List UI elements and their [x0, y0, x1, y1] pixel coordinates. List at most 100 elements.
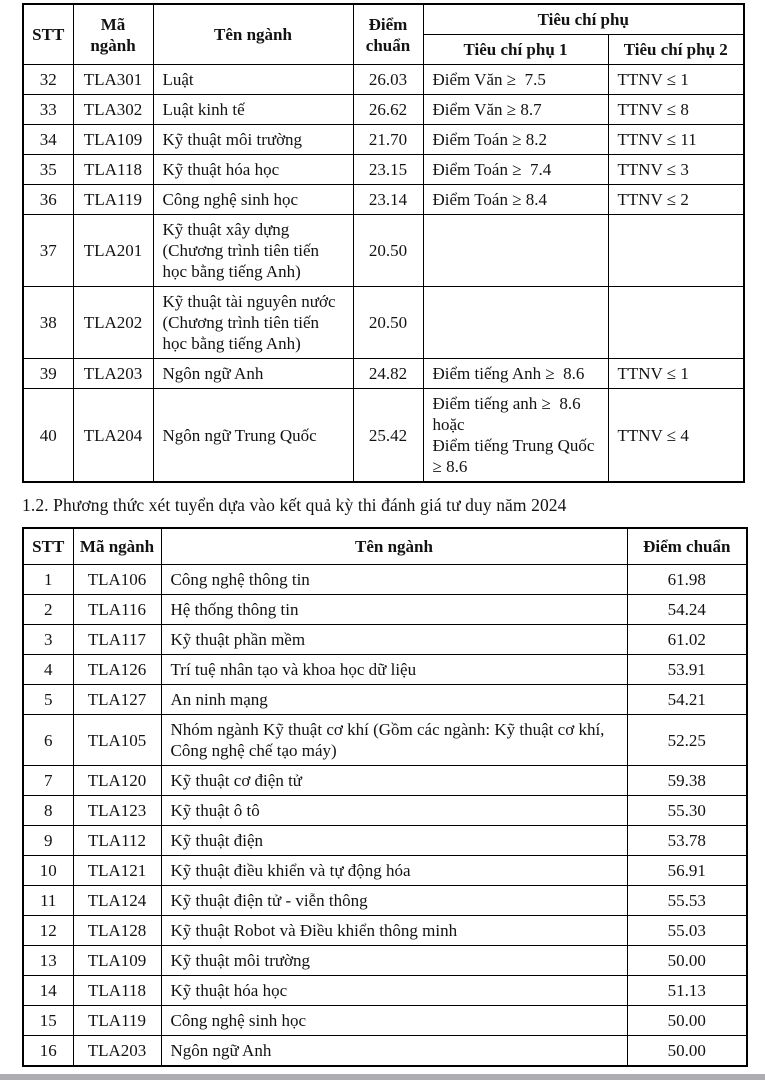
- cell-ma-nganh: TLA118: [72, 975, 162, 1006]
- cell-ma-nganh: TLA119: [72, 1005, 162, 1036]
- table-row: 1 TLA106 Công nghệ thông tin 61.98: [22, 564, 748, 595]
- cell-diem-chuan: 25.42: [352, 388, 424, 483]
- section-heading: 1.2. Phương thức xét tuyển dựa vào kết q…: [22, 495, 567, 515]
- cell-ma-nganh: TLA201: [72, 214, 154, 287]
- cell-diem-chuan: 26.62: [352, 94, 424, 125]
- table-row: 33 TLA302 Luật kinh tế 26.62 Điểm Văn ≥ 8.7 T…: [22, 94, 745, 125]
- cell-diem-chuan: 54.21: [626, 684, 748, 715]
- cell-tieu-chi-phu-2: TTNV ≤ 11: [607, 124, 745, 155]
- cell-tieu-chi-phu-2: TTNV ≤ 4: [607, 388, 745, 483]
- cell-stt: 39: [22, 358, 74, 389]
- cell-stt: 38: [22, 286, 74, 359]
- cell-ma-nganh: TLA106: [72, 564, 162, 595]
- cell-ten-nganh: Ngôn ngữ Anh: [160, 1035, 628, 1067]
- cell-ma-nganh: TLA202: [72, 286, 154, 359]
- table2-body: 1 TLA106 Công nghệ thông tin 61.98 2 TLA116 Hệ…: [22, 564, 748, 1067]
- col-header-tieu-chi-phu: Tiêu chí phụ: [422, 3, 745, 35]
- table-row: 3 TLA117 Kỹ thuật phần mềm 61.02: [22, 624, 748, 655]
- cell-tieu-chi-phu-2: TTNV ≤ 1: [607, 64, 745, 95]
- cell-tieu-chi-phu-1: Điểm Văn ≥ 7.5: [422, 64, 609, 95]
- cell-diem-chuan: 53.91: [626, 654, 748, 685]
- cell-ma-nganh: TLA109: [72, 124, 154, 155]
- cell-ten-nganh: Kỹ thuật điều khiển và tự động hóa: [160, 855, 628, 886]
- cell-stt: 37: [22, 214, 74, 287]
- cell-stt: 2: [22, 594, 74, 625]
- cell-ten-nganh: Kỹ thuật hóa học: [152, 154, 354, 185]
- table-row: 39 TLA203 Ngôn ngữ Anh 24.82 Điểm tiếng Anh …: [22, 358, 745, 389]
- cell-stt: 11: [22, 885, 74, 916]
- cell-stt: 8: [22, 795, 74, 826]
- cell-diem-chuan: 55.03: [626, 915, 748, 946]
- cell-ten-nganh: Kỹ thuật cơ điện tử: [160, 765, 628, 796]
- cell-ten-nganh: An ninh mạng: [160, 684, 628, 715]
- page-edge-bar: [0, 1074, 765, 1080]
- cell-diem-chuan: 51.13: [626, 975, 748, 1006]
- table-row: 5 TLA127 An ninh mạng 54.21: [22, 684, 748, 715]
- col-header-ma-nganh: Mã ngành: [72, 527, 162, 565]
- cell-diem-chuan: 20.50: [352, 286, 424, 359]
- cell-diem-chuan: 50.00: [626, 1035, 748, 1067]
- cell-ma-nganh: TLA302: [72, 94, 154, 125]
- table-row: 7 TLA120 Kỹ thuật cơ điện tử 59.38: [22, 765, 748, 796]
- table-row: 15 TLA119 Công nghệ sinh học 50.00: [22, 1005, 748, 1036]
- cell-stt: 36: [22, 184, 74, 215]
- cell-ten-nganh: Công nghệ thông tin: [160, 564, 628, 595]
- cell-ten-nganh: Công nghệ sinh học: [160, 1005, 628, 1036]
- admission-table-tu-duy: STT Mã ngành Tên ngành Điểm chuẩn 1 TLA10…: [22, 527, 748, 1067]
- col-header-stt: STT: [22, 3, 74, 65]
- cell-tieu-chi-phu-2: [607, 286, 745, 359]
- col-header-ma-nganh: Mã ngành: [72, 3, 154, 65]
- table-row: 8 TLA123 Kỹ thuật ô tô 55.30: [22, 795, 748, 826]
- cell-stt: 4: [22, 654, 74, 685]
- cell-ma-nganh: TLA127: [72, 684, 162, 715]
- cell-diem-chuan: 52.25: [626, 714, 748, 766]
- cell-diem-chuan: 53.78: [626, 825, 748, 856]
- cell-tieu-chi-phu-2: [607, 214, 745, 287]
- cell-stt: 9: [22, 825, 74, 856]
- cell-ten-nganh: Công nghệ sinh học: [152, 184, 354, 215]
- admission-table-thpt: STT Mã ngành Tên ngành Điểm chuẩn Tiêu c…: [22, 3, 745, 483]
- cell-diem-chuan: 55.30: [626, 795, 748, 826]
- cell-ten-nganh: Kỹ thuật môi trường: [160, 945, 628, 976]
- table-row: 34 TLA109 Kỹ thuật môi trường 21.70 Điểm Toá…: [22, 124, 745, 155]
- cell-ma-nganh: TLA118: [72, 154, 154, 185]
- cell-tieu-chi-phu-2: TTNV ≤ 3: [607, 154, 745, 185]
- cell-diem-chuan: 20.50: [352, 214, 424, 287]
- cell-diem-chuan: 26.03: [352, 64, 424, 95]
- cell-diem-chuan: 50.00: [626, 1005, 748, 1036]
- table-row: 6 TLA105 Nhóm ngành Kỹ thuật cơ khí (Gồm c…: [22, 714, 748, 766]
- cell-diem-chuan: 21.70: [352, 124, 424, 155]
- cell-ten-nganh: Kỹ thuật phần mềm: [160, 624, 628, 655]
- cell-stt: 33: [22, 94, 74, 125]
- cell-stt: 3: [22, 624, 74, 655]
- cell-stt: 34: [22, 124, 74, 155]
- cell-tieu-chi-phu-1: Điểm Văn ≥ 8.7: [422, 94, 609, 125]
- cell-ten-nganh: Kỹ thuật điện tử - viễn thông: [160, 885, 628, 916]
- table-row: 16 TLA203 Ngôn ngữ Anh 50.00: [22, 1035, 748, 1067]
- table-row: 36 TLA119 Công nghệ sinh học 23.14 Điểm Toán…: [22, 184, 745, 215]
- cell-ten-nganh: Trí tuệ nhân tạo và khoa học dữ liệu: [160, 654, 628, 685]
- table-row: 14 TLA118 Kỹ thuật hóa học 51.13: [22, 975, 748, 1006]
- table-row: 40 TLA204 Ngôn ngữ Trung Quốc 25.42 Điểm tiế…: [22, 388, 745, 483]
- table-row: 10 TLA121 Kỹ thuật điều khiển và tự động h…: [22, 855, 748, 886]
- table-row: 2 TLA116 Hệ thống thông tin 54.24: [22, 594, 748, 625]
- col-header-ten-nganh: Tên ngành: [160, 527, 628, 565]
- cell-tieu-chi-phu-1: Điểm tiếng Anh ≥ 8.6: [422, 358, 609, 389]
- cell-diem-chuan: 61.02: [626, 624, 748, 655]
- cell-ma-nganh: TLA126: [72, 654, 162, 685]
- cell-ma-nganh: TLA124: [72, 885, 162, 916]
- table-row: 11 TLA124 Kỹ thuật điện tử - viễn thông 55.…: [22, 885, 748, 916]
- cell-ten-nganh: Kỹ thuật hóa học: [160, 975, 628, 1006]
- cell-ma-nganh: TLA105: [72, 714, 162, 766]
- cell-ma-nganh: TLA120: [72, 765, 162, 796]
- table-row: 9 TLA112 Kỹ thuật điện 53.78: [22, 825, 748, 856]
- cell-stt: 14: [22, 975, 74, 1006]
- cell-ma-nganh: TLA203: [72, 358, 154, 389]
- cell-diem-chuan: 50.00: [626, 945, 748, 976]
- cell-stt: 6: [22, 714, 74, 766]
- cell-diem-chuan: 56.91: [626, 855, 748, 886]
- table-row: 32 TLA301 Luật 26.03 Điểm Văn ≥ 7.5 TTNV ≤ 1: [22, 64, 745, 95]
- cell-tieu-chi-phu-2: TTNV ≤ 2: [607, 184, 745, 215]
